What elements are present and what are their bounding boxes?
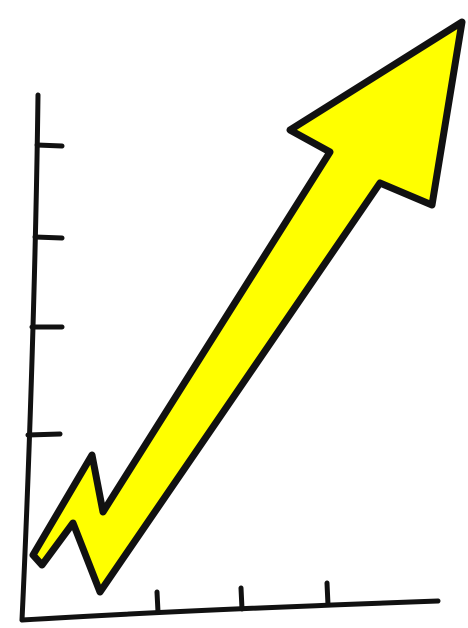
rising-arrow	[33, 22, 462, 592]
growth-illustration	[0, 0, 468, 628]
axis-tick	[28, 434, 60, 435]
horizontal-axis	[22, 601, 438, 620]
axis-tick	[37, 145, 62, 146]
vertical-axis	[22, 95, 38, 620]
axis-tick	[327, 583, 328, 605]
axis-tick	[157, 592, 158, 612]
page: {}	[0, 0, 468, 628]
axis-tick	[35, 237, 62, 238]
axis-tick	[241, 588, 242, 609]
